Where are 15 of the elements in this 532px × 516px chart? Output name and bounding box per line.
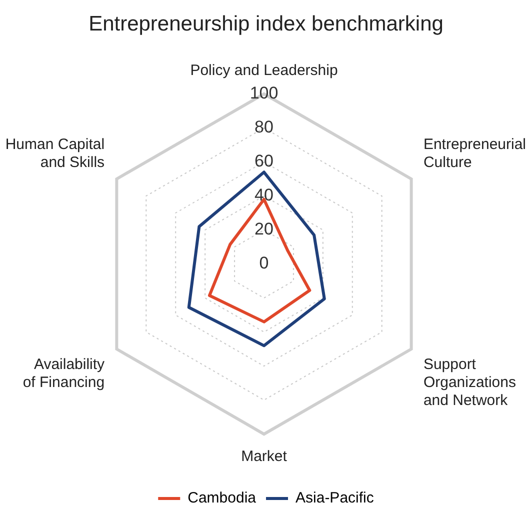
y-tick-label: 100 bbox=[250, 84, 278, 103]
y-tick-label: 80 bbox=[254, 118, 274, 137]
y-tick-label: 0 bbox=[259, 254, 269, 273]
legend-label: Cambodia bbox=[188, 490, 257, 507]
y-tick-label: 40 bbox=[254, 186, 274, 205]
spoke-label: Market bbox=[241, 448, 288, 466]
y-tick-label: 60 bbox=[254, 152, 274, 171]
legend-label: Asia-Pacific bbox=[296, 490, 374, 507]
spoke-label: Policy and Leadership bbox=[190, 62, 338, 80]
spoke-label: Human Capital and Skills bbox=[5, 136, 105, 172]
y-tick-label: 20 bbox=[254, 220, 274, 239]
spoke-label: Support Organizations and Network bbox=[423, 356, 516, 410]
chart-title: Entrepreneurship index benchmarking bbox=[88, 12, 444, 36]
spoke-label: Availability of Financing bbox=[22, 356, 106, 392]
spoke-label: Entrepreneurial Culture bbox=[423, 136, 526, 172]
